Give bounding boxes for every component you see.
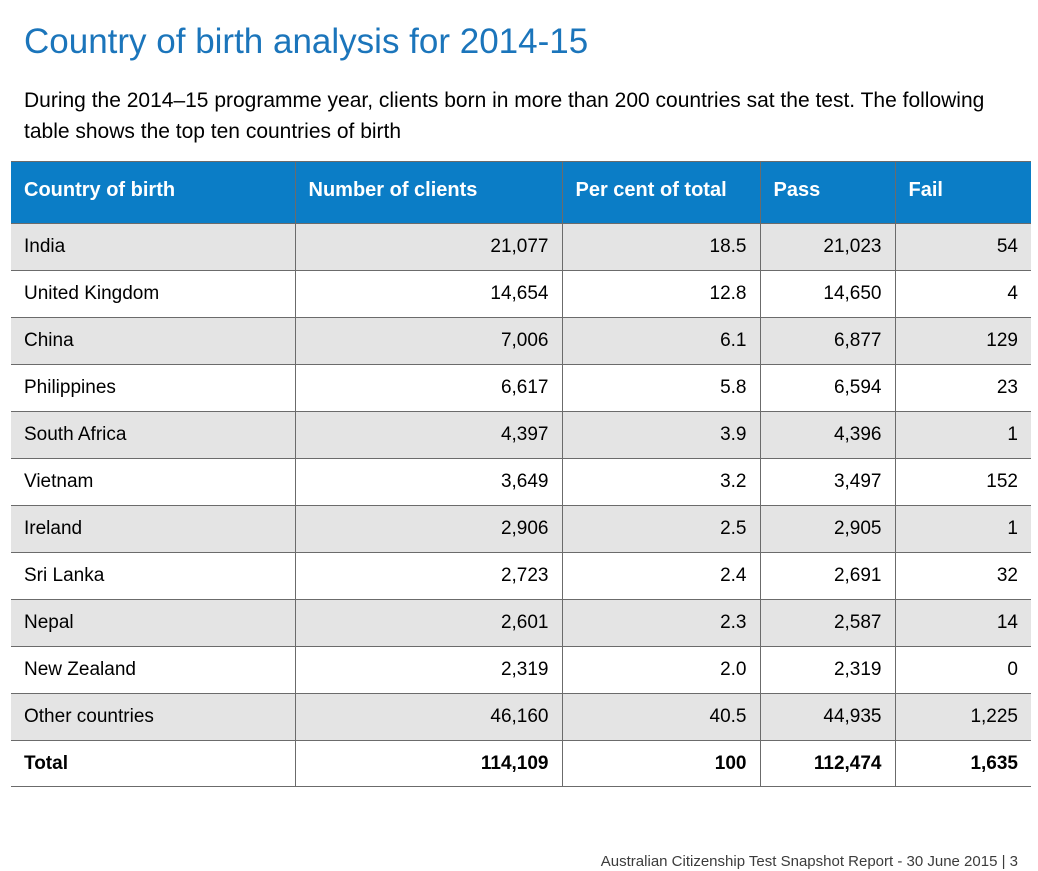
cell-country: United Kingdom	[11, 270, 296, 318]
cell-country: India	[11, 223, 296, 271]
cell-pass: 2,319	[759, 646, 896, 694]
cell-fail: 23	[894, 364, 1031, 412]
cell-pass: 4,396	[759, 411, 896, 459]
country-of-birth-table: Country of birth Number of clients Per c…	[11, 161, 1031, 787]
intro-paragraph: During the 2014–15 programme year, clien…	[24, 89, 985, 143]
table-row: Ireland 2,906 2.5 2,905 1	[11, 505, 1031, 553]
total-clients: 114,109	[294, 740, 563, 787]
cell-percent: 2.3	[561, 599, 761, 647]
table-row: Vietnam 3,649 3.2 3,497 152	[11, 458, 1031, 506]
header-country-of-birth: Country of birth	[11, 161, 296, 224]
cell-pass: 2,587	[759, 599, 896, 647]
header-per-cent-of-total: Per cent of total	[561, 161, 761, 224]
table-row: Nepal 2,601 2.3 2,587 14	[11, 599, 1031, 647]
table-row: South Africa 4,397 3.9 4,396 1	[11, 411, 1031, 459]
cell-percent: 18.5	[561, 223, 761, 271]
cell-pass: 21,023	[759, 223, 896, 271]
cell-fail: 1	[894, 505, 1031, 553]
cell-pass: 44,935	[759, 693, 896, 741]
cell-fail: 152	[894, 458, 1031, 506]
cell-clients: 46,160	[294, 693, 563, 741]
cell-clients: 7,006	[294, 317, 563, 365]
cell-percent: 6.1	[561, 317, 761, 365]
table-row: Sri Lanka 2,723 2.4 2,691 32	[11, 552, 1031, 600]
table-row: China 7,006 6.1 6,877 129	[11, 317, 1031, 365]
cell-fail: 1	[894, 411, 1031, 459]
cell-country: Ireland	[11, 505, 296, 553]
total-percent: 100	[561, 740, 761, 787]
cell-clients: 6,617	[294, 364, 563, 412]
cell-clients: 3,649	[294, 458, 563, 506]
cell-pass: 2,905	[759, 505, 896, 553]
cell-clients: 14,654	[294, 270, 563, 318]
cell-percent: 3.9	[561, 411, 761, 459]
header-fail: Fail	[894, 161, 1031, 224]
total-pass: 112,474	[759, 740, 896, 787]
cell-percent: 5.8	[561, 364, 761, 412]
cell-country: Nepal	[11, 599, 296, 647]
page-title: Country of birth analysis for 2014-15	[24, 22, 589, 61]
total-label: Total	[11, 740, 296, 787]
table-row: United Kingdom 14,654 12.8 14,650 4	[11, 270, 1031, 318]
cell-fail: 129	[894, 317, 1031, 365]
cell-pass: 2,691	[759, 552, 896, 600]
cell-pass: 6,594	[759, 364, 896, 412]
cell-country: South Africa	[11, 411, 296, 459]
cell-clients: 21,077	[294, 223, 563, 271]
cell-fail: 54	[894, 223, 1031, 271]
cell-pass: 14,650	[759, 270, 896, 318]
cell-clients: 2,723	[294, 552, 563, 600]
cell-percent: 2.4	[561, 552, 761, 600]
cell-fail: 4	[894, 270, 1031, 318]
cell-fail: 0	[894, 646, 1031, 694]
cell-percent: 3.2	[561, 458, 761, 506]
cell-country: Philippines	[11, 364, 296, 412]
total-fail: 1,635	[894, 740, 1031, 787]
cell-clients: 2,601	[294, 599, 563, 647]
cell-clients: 2,906	[294, 505, 563, 553]
header-number-of-clients: Number of clients	[294, 161, 563, 224]
cell-fail: 32	[894, 552, 1031, 600]
cell-percent: 12.8	[561, 270, 761, 318]
header-pass: Pass	[759, 161, 896, 224]
cell-country: China	[11, 317, 296, 365]
cell-fail: 1,225	[894, 693, 1031, 741]
table-row: India 21,077 18.5 21,023 54	[11, 223, 1031, 271]
cell-pass: 3,497	[759, 458, 896, 506]
table-row: Philippines 6,617 5.8 6,594 23	[11, 364, 1031, 412]
cell-country: Vietnam	[11, 458, 296, 506]
cell-clients: 4,397	[294, 411, 563, 459]
table-header-row: Country of birth Number of clients Per c…	[11, 161, 1031, 224]
cell-percent: 40.5	[561, 693, 761, 741]
table-total-row: Total 114,109 100 112,474 1,635	[11, 740, 1031, 787]
cell-country: Sri Lanka	[11, 552, 296, 600]
cell-percent: 2.0	[561, 646, 761, 694]
cell-pass: 6,877	[759, 317, 896, 365]
cell-percent: 2.5	[561, 505, 761, 553]
page-footer: Australian Citizenship Test Snapshot Rep…	[600, 853, 1018, 870]
table-row: Other countries 46,160 40.5 44,935 1,225	[11, 693, 1031, 741]
cell-clients: 2,319	[294, 646, 563, 694]
cell-country: Other countries	[11, 693, 296, 741]
cell-fail: 14	[894, 599, 1031, 647]
table-row: New Zealand 2,319 2.0 2,319 0	[11, 646, 1031, 694]
cell-country: New Zealand	[11, 646, 296, 694]
